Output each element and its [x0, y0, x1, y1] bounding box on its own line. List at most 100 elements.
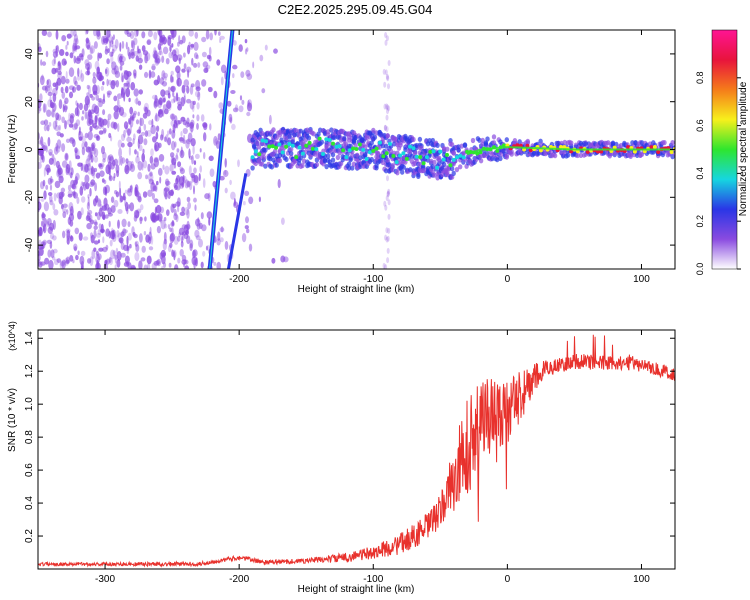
noise-dot: [179, 183, 185, 189]
noise-dot: [169, 227, 173, 232]
noise-dot: [117, 123, 120, 132]
noise-dot: [119, 187, 122, 197]
noise-dot: [150, 71, 156, 78]
noise-dot: [174, 47, 180, 58]
noise-dot: [109, 239, 113, 247]
noise-dot: [201, 51, 207, 58]
band-peak-dot: [361, 147, 366, 152]
snr-axes: -300 -200 -100 0 100 0.2 0.4 0.6 0.8 1.0 1.2 1.4: [24, 330, 675, 585]
noise-dot: [190, 172, 195, 179]
noise-dot: [87, 258, 92, 264]
noise-dot: [96, 232, 101, 238]
noise-dot: [174, 264, 179, 269]
noise-dot: [387, 188, 391, 195]
colorbar-gradient: [711, 29, 738, 270]
colorbar-tick-label: 0.0: [695, 263, 705, 276]
noise-dot: [101, 178, 105, 183]
noise-dot: [133, 37, 138, 46]
noise-dot: [213, 135, 218, 146]
noise-dot: [224, 187, 228, 194]
band-dot: [385, 133, 390, 139]
noise-dot: [169, 242, 173, 249]
band-dot: [451, 170, 456, 176]
noise-dot: [40, 241, 46, 249]
noise-dot: [155, 112, 158, 122]
noise-dot: [135, 155, 140, 164]
noise-dot: [182, 139, 187, 144]
noise-dot: [69, 220, 74, 227]
noise-dot: [84, 132, 89, 139]
noise-dot: [84, 141, 88, 148]
noise-dot: [116, 93, 123, 99]
noise-dot: [82, 110, 85, 115]
noise-dot: [61, 58, 67, 66]
noise-dot: [178, 231, 181, 238]
noise-dot: [162, 72, 168, 79]
band-dot: [289, 146, 294, 152]
band-dot: [480, 137, 485, 143]
noise-dot: [64, 152, 69, 161]
noise-dot: [48, 152, 53, 156]
noise-dot: [80, 261, 84, 269]
noise-dot: [125, 201, 129, 212]
noise-dot: [150, 148, 154, 157]
noise-dot: [103, 179, 107, 184]
noise-dot: [152, 53, 158, 59]
band-dot: [350, 165, 355, 171]
band-dot: [300, 163, 305, 169]
band-dot: [478, 158, 484, 164]
noise-dot: [117, 139, 123, 149]
noise-dot: [83, 181, 87, 191]
noise-dot: [132, 114, 135, 121]
noise-dot: [66, 33, 72, 39]
band-peak-dot: [341, 148, 346, 153]
noise-dot: [52, 235, 57, 241]
band-peak-dot: [307, 140, 312, 145]
band-dot: [260, 161, 265, 167]
noise-dot: [220, 64, 227, 74]
noise-dot: [177, 257, 181, 264]
noise-dot: [167, 223, 171, 230]
band-peak-dot: [367, 150, 372, 155]
noise-dot: [113, 122, 118, 130]
noise-dot: [177, 41, 180, 47]
noise-dot: [55, 117, 58, 127]
noise-dot: [244, 225, 249, 230]
noise-dot: [118, 147, 122, 158]
noise-dot: [215, 140, 221, 149]
band-peak-dot: [515, 143, 520, 148]
noise-dot: [231, 123, 236, 130]
noise-dot: [129, 163, 136, 173]
noise-dot: [149, 171, 153, 177]
band-dot: [565, 152, 571, 158]
noise-dot: [51, 59, 56, 67]
noise-dot: [130, 119, 134, 128]
noise-dot: [91, 249, 96, 260]
noise-dot: [163, 217, 167, 222]
noise-dot: [153, 47, 157, 54]
noise-dot: [208, 155, 214, 162]
band-dot: [327, 140, 332, 147]
noise-dot: [87, 146, 94, 152]
noise-dot: [76, 196, 80, 205]
x-tick-label: -200: [229, 274, 249, 285]
noise-dot: [246, 111, 251, 117]
noise-dot: [52, 82, 57, 88]
noise-dot: [46, 124, 50, 132]
noise-dot: [177, 104, 183, 111]
band-dot: [263, 147, 268, 153]
noise-dot: [65, 228, 71, 234]
noise-dot: [61, 91, 66, 99]
noise-dot: [154, 114, 160, 122]
noise-dot: [224, 170, 227, 175]
noise-dot: [181, 206, 186, 213]
noise-dot: [81, 135, 86, 143]
band-dot: [335, 154, 341, 161]
noise-dot: [108, 132, 112, 139]
noise-dot: [117, 219, 120, 229]
noise-dot: [110, 196, 115, 203]
noise-dot: [385, 73, 389, 80]
noise-dot: [217, 133, 221, 141]
noise-dot: [120, 231, 125, 238]
